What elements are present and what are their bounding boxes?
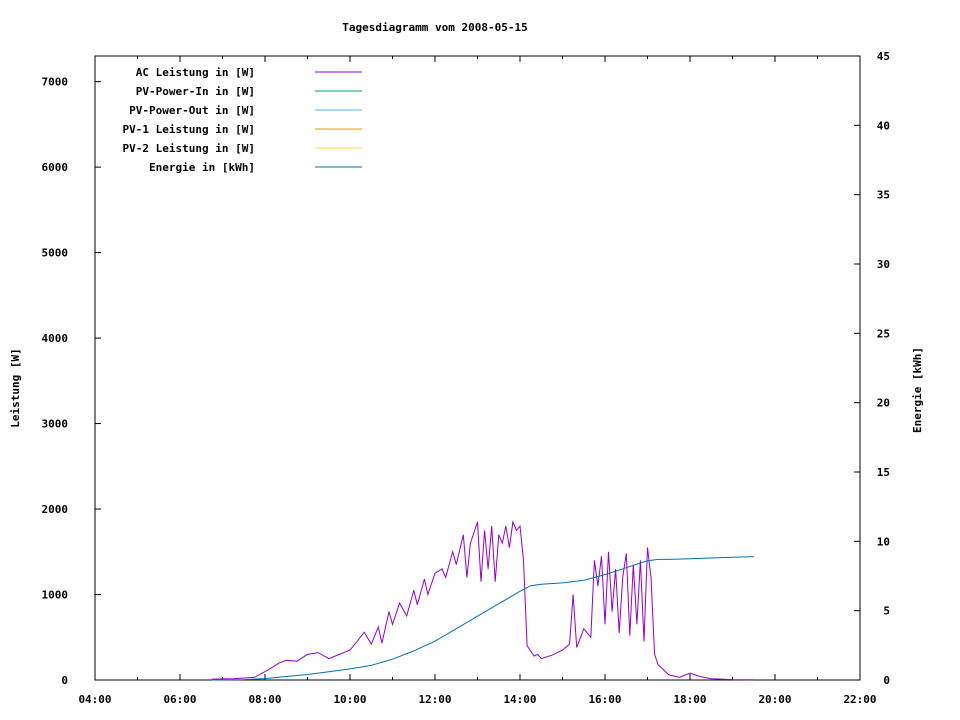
x-tick-label: 16:00 xyxy=(588,693,621,706)
x-tick-label: 06:00 xyxy=(163,693,196,706)
x-tick-label: 20:00 xyxy=(758,693,791,706)
y2-tick-label: 25 xyxy=(877,327,890,340)
y2-axis-label: Energie [kWh] xyxy=(911,347,924,433)
y2-tick-label: 30 xyxy=(877,258,890,271)
y2-tick-label: 45 xyxy=(877,50,890,63)
series-lines xyxy=(211,520,754,681)
legend-label: Energie in [kWh] xyxy=(149,161,255,174)
x-tick-label: 12:00 xyxy=(418,693,451,706)
y2-tick-label: 40 xyxy=(877,119,890,132)
y2-tick-label: 10 xyxy=(877,535,890,548)
y-tick-label: 3000 xyxy=(42,418,69,431)
x-tick-label: 18:00 xyxy=(673,693,706,706)
legend: AC Leistung in [W] PV-Power-In in [W] PV-P… xyxy=(123,66,362,174)
y-tick-label: 1000 xyxy=(42,589,69,602)
legend-label: PV-2 Leistung in [W] xyxy=(123,142,255,155)
y-tick-label: 6000 xyxy=(42,161,69,174)
y-tick-label: 7000 xyxy=(42,76,69,89)
y2-tick-label: 15 xyxy=(877,466,890,479)
axis-ticks xyxy=(94,55,861,681)
legend-label: PV-Power-In in [W] xyxy=(136,85,255,98)
y2-tick-label: 20 xyxy=(877,397,890,410)
y-axis-label: Leistung [W] xyxy=(9,348,22,427)
y-tick-label: 2000 xyxy=(42,503,69,516)
y-tick-label: 5000 xyxy=(42,247,69,260)
y-tick-label: 0 xyxy=(61,674,68,687)
y2-tick-label: 5 xyxy=(883,605,890,618)
x-tick-label: 04:00 xyxy=(78,693,111,706)
y2-tick-label: 0 xyxy=(883,674,890,687)
legend-label: AC Leistung in [W] xyxy=(136,66,255,79)
x-tick-label: 22:00 xyxy=(843,693,876,706)
legend-label: PV-Power-Out in [W] xyxy=(129,104,255,117)
y2-tick-label: 35 xyxy=(877,189,890,202)
x-tick-label: 08:00 xyxy=(248,693,281,706)
series-line-5 xyxy=(211,556,754,681)
x-axis-tick-labels: 04:00 06:00 08:00 10:00 12:00 14:00 16:00 18:00… xyxy=(78,693,876,706)
y-tick-label: 4000 xyxy=(42,332,69,345)
x-tick-label: 14:00 xyxy=(503,693,536,706)
y-axis-tick-labels: 0 1000 2000 3000 4000 5000 6000 7000 xyxy=(42,76,69,687)
series-line-0 xyxy=(211,520,754,681)
chart-title: Tagesdiagramm vom 2008-05-15 xyxy=(342,21,527,34)
x-tick-label: 10:00 xyxy=(333,693,366,706)
legend-label: PV-1 Leistung in [W] xyxy=(123,123,255,136)
y2-axis-tick-labels: 0 5 10 15 20 25 30 35 40 45 xyxy=(877,50,890,687)
